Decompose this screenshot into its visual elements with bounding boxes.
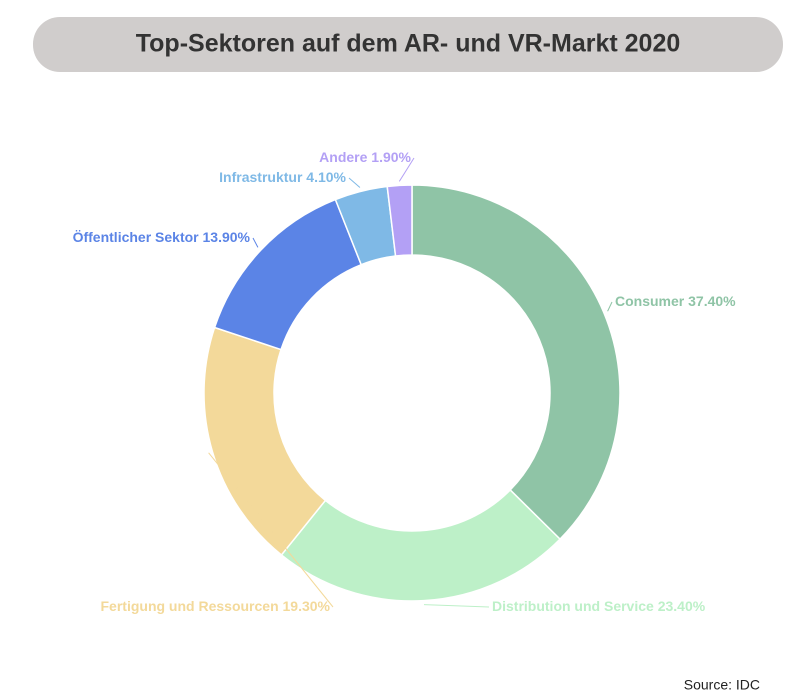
slice-label: Öffentlicher Sektor 13.90%: [73, 229, 251, 245]
donut-slice: [203, 326, 327, 556]
slice-label: Distribution und Service 23.40%: [492, 598, 706, 614]
donut-slice: [280, 488, 562, 602]
chart-title: Top-Sektoren auf dem AR- und VR-Markt 20…: [136, 30, 681, 58]
slice-name: Andere: [319, 149, 367, 165]
source: Source: IDC: [684, 677, 760, 693]
leader-line: [398, 157, 415, 182]
title-box: [33, 17, 783, 72]
slice-name: Consumer: [615, 293, 685, 309]
slice-value: 1.90%: [371, 149, 411, 165]
donut-slice: [411, 184, 621, 541]
donut-slice: [386, 184, 413, 257]
slice-value: 23.40%: [658, 598, 706, 614]
leader-line: [252, 237, 259, 248]
leader-line: [607, 301, 613, 312]
slice-name: Öffentlicher Sektor: [73, 229, 200, 245]
donut-slice: [213, 198, 363, 351]
slice-value: 37.40%: [688, 293, 736, 309]
leader-line: [348, 177, 361, 188]
leader-line: [423, 604, 490, 608]
leader-line: [208, 452, 334, 608]
slice-name: Infrastruktur: [219, 169, 303, 185]
slice-name: Distribution und Service: [492, 598, 654, 614]
slice-value: 19.30%: [283, 598, 331, 614]
slice-value: 13.90%: [203, 229, 251, 245]
slice-value: 4.10%: [306, 169, 346, 185]
slice-label: Andere 1.90%: [319, 149, 411, 165]
slice-name: Fertigung und Ressourcen: [101, 598, 279, 614]
slice-label: Consumer 37.40%: [615, 293, 736, 309]
slice-label: Fertigung und Ressourcen 19.30%: [101, 598, 331, 614]
slice-label: Infrastruktur 4.10%: [219, 169, 346, 185]
